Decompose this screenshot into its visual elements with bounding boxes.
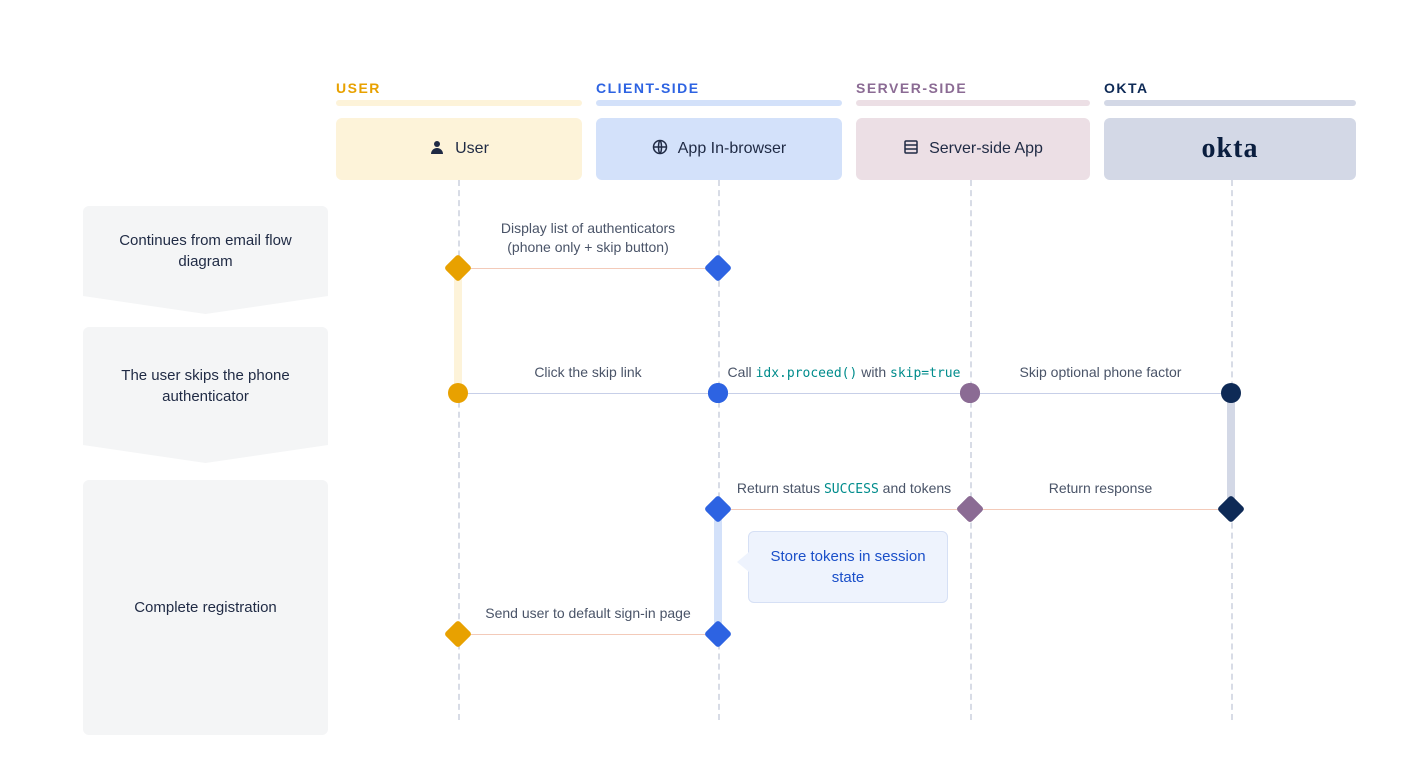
lane-underline-okta [1104,100,1356,106]
lane-label-user: USER [336,80,381,96]
lane-underline-client [596,100,842,106]
node-user-m1 [444,254,472,282]
lane-underline-server [856,100,1090,106]
message-label: Skip optional phone factor [970,363,1231,383]
lane-box-user: User [336,118,582,180]
message-line [718,393,970,394]
message-line [970,393,1231,394]
message-label: Return response [970,479,1231,499]
message-label: Display list of authenticators(phone onl… [458,219,718,258]
step-box-2: Complete registration [83,480,328,735]
server-icon [903,139,919,160]
lane-underline-user [336,100,582,106]
message-label: Return status SUCCESS and tokens [718,479,970,499]
node-okta-m4 [1221,383,1241,403]
lane-box-label-user: User [455,140,489,158]
lane-label-client: CLIENT-SIDE [596,80,700,96]
lane-box-label-server: Server-side App [929,140,1043,158]
node-client-m1 [704,254,732,282]
lifeline-server [970,180,972,720]
message-label: Call idx.proceed() with skip=true [718,363,970,383]
message-line [718,509,970,510]
message-line [458,393,718,394]
client-icon [652,139,668,160]
message-label: Click the skip link [458,363,718,383]
message-label: Send user to default sign-in page [458,604,718,624]
node-user-m7 [444,620,472,648]
node-client-m6 [704,495,732,523]
user-icon [429,139,445,160]
step-box-1: The user skips the phone authenticator [83,327,328,445]
lane-label-server: SERVER-SIDE [856,80,967,96]
node-user-m2 [448,383,468,403]
lane-box-client: App In-browser [596,118,842,180]
note-pointer-icon [737,552,749,572]
okta-logo: okta [1202,133,1259,165]
message-line [458,634,718,635]
node-server-m6 [956,495,984,523]
lane-label-okta: OKTA [1104,80,1149,96]
lane-box-label-client: App In-browser [678,140,787,158]
message-line [970,509,1231,510]
step-box-0: Continues from email flow diagram [83,206,328,296]
lane-box-server: Server-side App [856,118,1090,180]
node-server-m4 [960,383,980,403]
message-line [458,268,718,269]
node-okta-m5 [1217,495,1245,523]
lane-box-okta: okta [1104,118,1356,180]
note-store-tokens: Store tokens in session state [748,531,948,603]
node-client-m3 [708,383,728,403]
node-client-m7 [704,620,732,648]
